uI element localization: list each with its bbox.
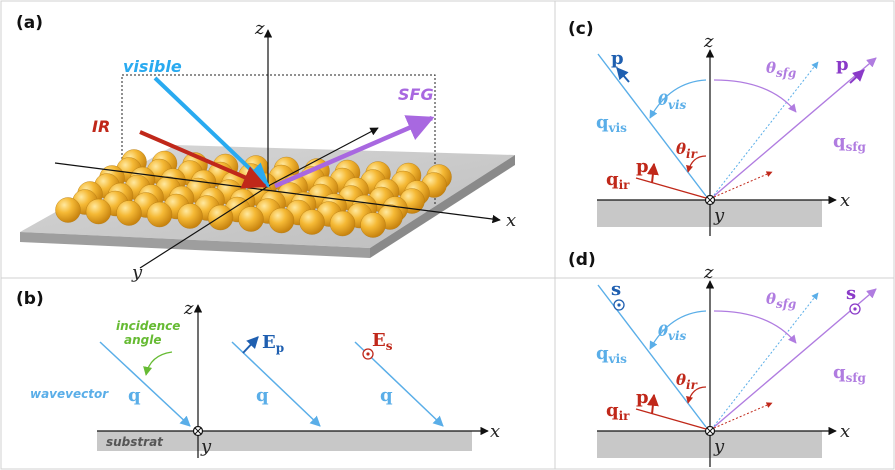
panel-d: (d) x z y θvis θsfg θir qvis qir qsfg p s s	[568, 250, 877, 467]
gold-particle	[55, 197, 81, 223]
pol-ir-arrow	[646, 162, 659, 184]
axis-z-label: z	[703, 262, 714, 283]
gold-particle	[299, 209, 325, 235]
gold-particle	[85, 198, 112, 225]
substrate	[97, 431, 472, 451]
gold-particle	[177, 203, 203, 229]
e-s-label: Es	[372, 330, 393, 353]
axis-z-label: z	[183, 298, 194, 319]
pol-vis-label: s	[611, 279, 621, 300]
incidence-label-1: incidence	[116, 319, 180, 333]
theta-vis-label: θvis	[658, 322, 687, 343]
gold-particle	[238, 206, 264, 232]
gold-particle	[146, 201, 173, 228]
vis-reflection-dotted	[713, 292, 819, 427]
pol-vis-out-of-page-icon	[613, 299, 625, 311]
axis-x-label: x	[840, 421, 850, 442]
q-ir-label: qir	[606, 169, 630, 192]
q-vis-label: qvis	[596, 112, 627, 135]
axis-y-label: y	[713, 205, 725, 226]
theta-ir-label: θir	[676, 371, 699, 392]
pol-sfg-label: s	[846, 283, 856, 304]
pol-ir-label: p	[636, 156, 649, 177]
theta-sfg-label: θsfg	[766, 59, 796, 80]
panel-d-label: (d)	[568, 250, 596, 270]
e-s-out-of-page-icon	[362, 348, 374, 360]
axis-y-label: y	[200, 436, 212, 457]
axis-x-label: x	[840, 190, 850, 211]
wavevector-arrow-2	[231, 341, 321, 427]
sfg-label: SFG	[398, 85, 434, 104]
wavevector-arrow-1	[99, 341, 191, 427]
ir-reflection-dotted	[713, 171, 773, 198]
wavevector-label: wavevector	[30, 387, 109, 401]
gold-particle	[329, 210, 356, 237]
substrate-label: substrat	[106, 435, 164, 449]
theta-vis-arc	[649, 79, 707, 119]
pol-ir-arrow	[646, 393, 659, 415]
q-label-3: q	[380, 385, 393, 406]
axis-y-line	[139, 184, 271, 269]
y-into-page-icon	[704, 194, 716, 206]
q-sfg-beam	[713, 288, 877, 428]
pol-sfg-label: p	[836, 54, 849, 75]
q-sfg-beam	[713, 57, 877, 197]
axis-y-label: y	[713, 436, 725, 457]
theta-sfg-label: θsfg	[766, 290, 796, 311]
axis-diagonal-line	[269, 127, 379, 186]
q-label-1: q	[128, 385, 141, 406]
axis-x-label: x	[506, 210, 516, 231]
panel-b: (b) substrat x z y q incidence angle wav…	[16, 289, 500, 458]
visible-label: visible	[123, 57, 182, 76]
theta-sfg-arc	[713, 79, 797, 113]
ir-beam	[139, 130, 268, 189]
pol-ir-label: p	[636, 387, 649, 408]
q-sfg-label: qsfg	[833, 131, 867, 154]
theta-ir-label: θir	[676, 140, 699, 161]
gold-particle	[207, 204, 234, 231]
y-into-page-icon	[704, 425, 716, 437]
theta-ir-arc	[686, 386, 707, 404]
ir-reflection-dotted	[713, 402, 773, 429]
pol-sfg-out-of-page-icon	[849, 303, 861, 315]
axis-z-label: z	[703, 31, 714, 52]
pol-vis-label: p	[611, 48, 624, 69]
q-ir-beam	[635, 408, 707, 430]
e-p-arrow	[242, 336, 259, 354]
gold-particle	[268, 207, 295, 234]
pol-sfg-arrow	[849, 69, 865, 84]
panel-c: (c) x z y θvis θsfg θir qvis qir qsfg p p p	[568, 19, 877, 236]
q-label-2: q	[256, 385, 269, 406]
panel-b-label: (b)	[16, 289, 44, 309]
incidence-angle-arrow	[143, 351, 173, 376]
theta-vis-label: θvis	[658, 91, 687, 112]
axis-x-line	[54, 162, 501, 224]
theta-sfg-arc	[713, 310, 797, 344]
incidence-label-2: angle	[124, 333, 161, 347]
panel-c-label: (c)	[568, 19, 594, 39]
gold-particle	[116, 200, 142, 226]
theta-ir-arc	[686, 155, 707, 173]
ir-label: IR	[92, 117, 110, 136]
axis-z-label: z	[254, 18, 265, 39]
axis-x-label: x	[490, 421, 500, 442]
panel-a: (a) x y z visible IR SFG	[16, 13, 516, 283]
y-into-page-icon	[192, 425, 204, 437]
q-sfg-label: qsfg	[833, 362, 867, 385]
q-vis-label: qvis	[596, 343, 627, 366]
vis-reflection-dotted	[713, 61, 819, 196]
gold-particle	[360, 212, 386, 238]
sfg-beam	[274, 115, 435, 189]
theta-vis-arc	[649, 310, 707, 350]
gold-nanoparticles	[55, 149, 452, 238]
plane-of-incidence	[121, 74, 436, 205]
panel-a-label: (a)	[16, 13, 43, 33]
e-p-label: Ep	[262, 332, 284, 355]
q-ir-beam	[635, 177, 707, 199]
q-ir-label: qir	[606, 400, 630, 423]
pol-vis-arrow	[616, 67, 630, 83]
axis-y-label: y	[131, 262, 143, 283]
